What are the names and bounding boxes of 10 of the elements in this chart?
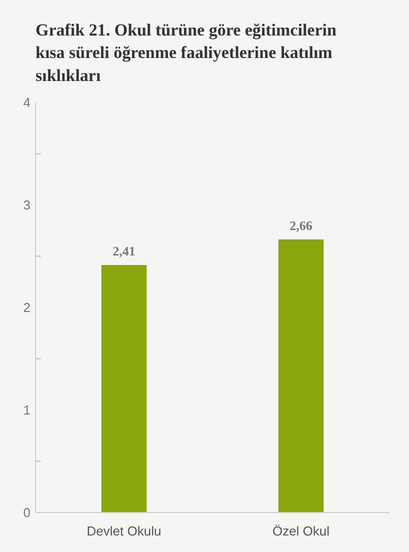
- y-tick-label: 2: [23, 300, 31, 315]
- y-tick-label: 0: [23, 505, 31, 520]
- data-label: 2,66: [290, 218, 313, 233]
- y-tick-label: 3: [23, 198, 31, 212]
- y-tick-label: 1: [23, 402, 31, 418]
- x-tick-label: Özel Okul: [272, 524, 330, 538]
- x-tick-label: Devlet Okulu: [86, 524, 162, 538]
- data-label: 2,41: [112, 243, 136, 258]
- chart-title: Grafik 21. Okul türüne göre eğitimcilerin kısa süreli öğrenme faaliyetlerine katılım sıklıkları: [36, 20, 337, 85]
- y-tick-label: 4: [23, 95, 31, 110]
